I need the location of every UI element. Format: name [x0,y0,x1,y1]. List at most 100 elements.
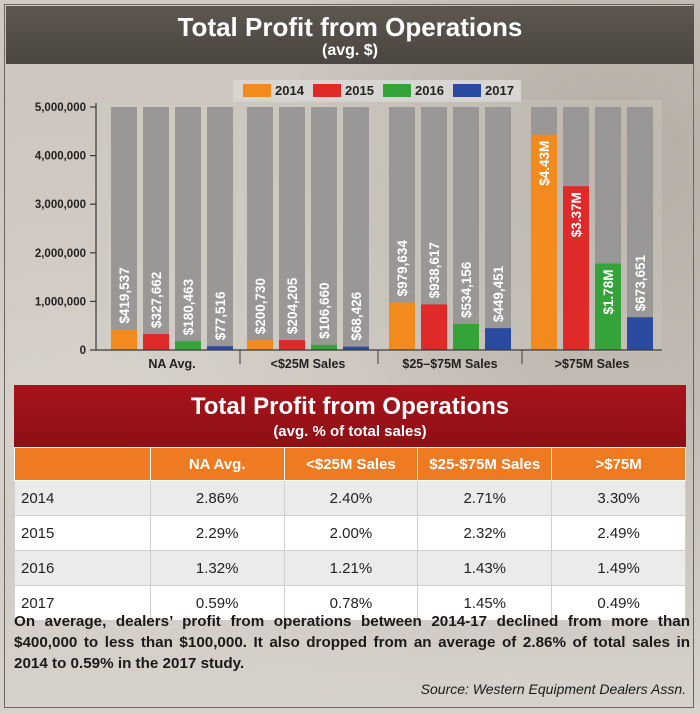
x-category-label: <$25M Sales [271,357,346,371]
table-row-label: 2014 [14,480,151,516]
table-header-cell: $25-$75M Sales [417,447,553,481]
bar-2015 [279,340,305,350]
bar-value-label: $1.78M [601,269,616,314]
bar-2016 [311,344,337,350]
legend-swatch-2014 [243,84,271,97]
table-header-cell: <$25M Sales [283,447,419,481]
outer-frame [4,4,694,708]
bar-2014 [247,340,273,350]
legend-swatch-2016 [383,84,411,97]
table-row-label: 2017 [14,585,151,621]
chart-subtitle: (avg. $) [321,42,378,59]
y-tick-label: 3,000,000 [35,199,86,211]
bar-value-label: $4.43M [537,141,552,186]
legend-label-2016: 2016 [415,83,444,98]
bar-track [453,107,479,350]
percent-table-panel: Total Profit from Operations (avg. % of … [14,385,686,621]
bar-2014 [531,134,557,350]
y-tick-label: 4,000,000 [35,151,86,163]
chart-legend: 2014 2015 2016 2017 [233,80,521,102]
x-category-label: >$75M Sales [555,357,630,371]
bar-value-label: $180,463 [181,278,196,335]
legend-swatch-2015 [313,84,341,97]
chart-title-banner: Total Profit from Operations (avg. $) [6,6,694,64]
table-subtitle: (avg. % of total sales) [273,423,427,440]
table-cell: 1.32% [149,550,285,586]
legend-label-2014: 2014 [275,83,304,98]
bar-value-label: $979,634 [395,240,410,297]
bar-chart: 5,000,000 4,000,000 3,000,000 2,000,000 1,00… [35,100,662,371]
table-row: 2017 0.59% 0.78% 1.45% 0.49% [14,585,686,621]
table-title: Total Profit from Operations [190,393,510,420]
table-row: 2014 2.86% 2.40% 2.71% 3.30% [14,480,686,516]
table-header-cell: >$75M [551,447,686,481]
x-category-label: NA Avg. [148,357,195,371]
bar-2017 [343,346,369,350]
bar-2016 [453,324,479,350]
source-credit: Source: Western Equipment Dealers Assn. [420,681,686,697]
table-cell: 1.43% [417,550,553,586]
bar-track [279,107,305,350]
x-category-label: $25–$75M Sales [402,357,497,371]
table-cell: 0.49% [551,585,686,621]
table-row: 2016 1.32% 1.21% 1.43% 1.49% [14,550,686,586]
bar-2015 [563,186,589,350]
bar-2017 [207,346,233,350]
table-row-label: 2015 [14,515,151,551]
bar-2017 [627,317,653,350]
y-tick-label: 2,000,000 [35,248,86,260]
bar-value-label: $419,537 [117,267,132,323]
table-cell: 0.78% [283,585,419,621]
table-cell: 2.29% [149,515,285,551]
bar-value-label: $327,662 [149,272,164,328]
bar-track [627,107,653,350]
caption-text: On average, dealers’ profit from operati… [14,613,690,672]
table-row: 2015 2.29% 2.00% 2.32% 2.49% [14,515,686,551]
table-cell: 2.32% [417,515,553,551]
bar-track [143,107,169,350]
bar-track [343,107,369,350]
legend-label-2015: 2015 [345,83,374,98]
table-cell: 0.59% [149,585,285,621]
bar-value-label: $77,516 [213,291,228,340]
bar-value-label: $3.37M [569,192,584,237]
bar-track [207,107,233,350]
bar-value-label: $938,617 [427,242,442,298]
bar-2015 [421,304,447,350]
bar-2014 [389,302,415,350]
bar-track [175,107,201,350]
percent-table: NA Avg. <$25M Sales $25-$75M Sales >$75M… [14,447,686,621]
bar-2014 [111,329,137,350]
bar-track [311,107,337,350]
table-cell: 1.45% [417,585,553,621]
table-cell: 1.49% [551,550,686,586]
bar-value-label: $534,156 [459,261,474,318]
bar-track [111,107,137,350]
table-cell: 3.30% [551,480,686,516]
bar-value-label: $204,205 [285,277,300,334]
chart-title: Total Profit from Operations [177,12,523,42]
legend-label-2017: 2017 [485,83,514,98]
table-cell: 2.00% [283,515,419,551]
legend-swatch-2017 [453,84,481,97]
table-title-banner: Total Profit from Operations (avg. % of … [14,385,686,447]
bar-2016 [595,263,621,350]
bar-2017 [485,328,511,350]
table-header-cell: NA Avg. [149,447,285,481]
bar-track [485,107,511,350]
bar-2016 [175,341,201,350]
bar-value-label: $449,451 [491,265,506,322]
table-cell: 2.49% [551,515,686,551]
table-cell: 2.40% [283,480,419,516]
bar-value-label: $106,660 [317,283,332,339]
bar-value-label: $68,426 [349,291,364,340]
bar-track [247,107,273,350]
bar-2015 [143,334,169,350]
table-header-row: NA Avg. <$25M Sales $25-$75M Sales >$75M [14,447,686,481]
table-cell: 1.21% [283,550,419,586]
y-tick-label: 5,000,000 [35,102,86,114]
table-cell: 2.71% [417,480,553,516]
bar-value-label: $200,730 [253,278,268,334]
bar-value-label: $673,651 [633,254,648,311]
table-header-cell [14,447,151,481]
